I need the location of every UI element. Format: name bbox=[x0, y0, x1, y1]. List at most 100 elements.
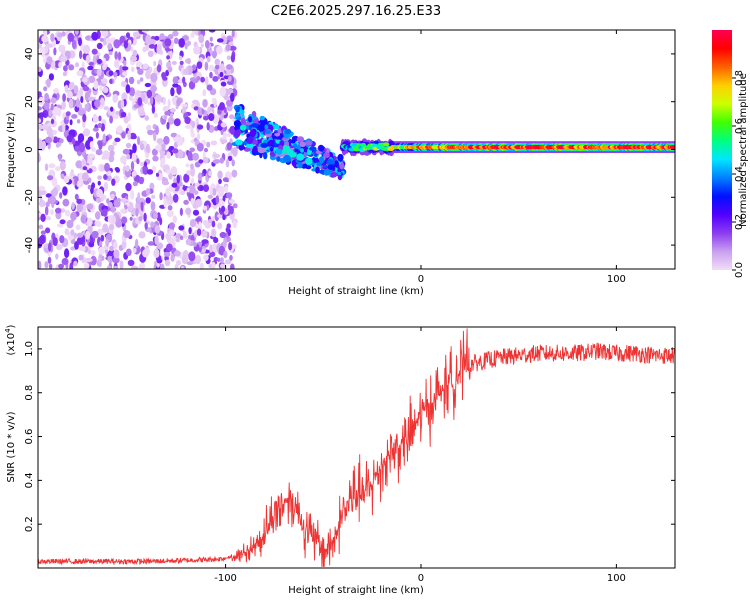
spectrogram-noise-cell bbox=[136, 91, 143, 96]
spectrogram-noise-cell bbox=[116, 197, 121, 203]
spectrogram-noise-cell bbox=[200, 76, 206, 83]
spectrogram-cluster-cell bbox=[253, 118, 259, 125]
spectrogram-cluster-cell bbox=[235, 114, 240, 118]
spectrogram-noise-cell bbox=[225, 158, 230, 168]
spectrogram-noise-cell bbox=[164, 38, 172, 47]
spectrogram-noise-cell bbox=[166, 151, 172, 159]
spectrogram-noise-cell bbox=[120, 80, 127, 88]
spectrogram-noise-cell bbox=[212, 75, 219, 82]
spectrogram-cluster-cell bbox=[319, 156, 325, 164]
spectrogram-noise-cell bbox=[79, 87, 84, 97]
spectrogram-noise-cell bbox=[226, 55, 231, 60]
spectrogram-noise-cell bbox=[91, 48, 98, 55]
spectrogram-noise-cell bbox=[168, 230, 175, 237]
spectrogram-noise-cell bbox=[231, 159, 235, 167]
spectrogram-noise-cell bbox=[85, 230, 91, 240]
spectrogram-noise-cell bbox=[58, 61, 62, 69]
spectrogram-noise-cell bbox=[47, 175, 54, 181]
colorbar: 0.0 0.2 0.4 0.6 0.8 Normalized spectral ampl… bbox=[712, 30, 749, 278]
spectrogram-noise-cell bbox=[79, 142, 85, 153]
spectrogram-noise-cell bbox=[190, 163, 194, 170]
spectrogram-noise-cell bbox=[70, 212, 77, 221]
spectrogram-noise-cell bbox=[61, 31, 66, 37]
spectrogram-noise-cell bbox=[75, 224, 81, 231]
spectrogram-noise-cell bbox=[227, 80, 234, 86]
spectrogram-noise-cell bbox=[167, 205, 173, 211]
spectrogram-noise-cell bbox=[138, 176, 144, 185]
spectrogram-noise-cell bbox=[202, 219, 209, 226]
spectrogram-noise-cell bbox=[199, 185, 204, 191]
spectrogram-cluster-cell bbox=[267, 141, 272, 147]
spectrogram-noise-cell bbox=[217, 170, 223, 180]
colorbar-gradient bbox=[712, 30, 732, 270]
spectrogram-noise-cell bbox=[59, 219, 66, 225]
spectrogram-noise-cell bbox=[127, 259, 135, 267]
spectrogram-noise-cell bbox=[202, 205, 208, 211]
spectrogram-cluster-cell bbox=[304, 157, 313, 165]
spectrogram-noise-cell bbox=[154, 35, 160, 41]
spectrogram-noise-cell bbox=[159, 192, 163, 201]
spectrogram-noise-cell bbox=[38, 224, 44, 230]
spectrogram-noise-cell bbox=[197, 172, 203, 181]
spectrogram-noise-cell bbox=[109, 245, 114, 252]
spectrogram-noise-cell bbox=[166, 210, 174, 218]
spectrogram-noise-cell bbox=[172, 148, 179, 154]
spectrogram-noise-cell bbox=[123, 115, 129, 124]
spectrogram-noise-cell bbox=[196, 61, 203, 69]
spectrogram-noise-cell bbox=[230, 92, 235, 102]
spectrogram-noise-cell bbox=[131, 66, 135, 73]
spectrogram-noise-cell bbox=[178, 225, 185, 231]
spectrogram-noise-cell bbox=[202, 89, 207, 97]
spectrogram-noise-cell bbox=[233, 84, 237, 89]
spectrogram-noise-cell bbox=[47, 256, 52, 264]
spectrogram-noise-cell bbox=[216, 45, 223, 55]
spectrogram-noise-cell bbox=[52, 136, 59, 144]
spectrogram-noise-cell bbox=[180, 235, 184, 241]
spectrogram-noise-cell bbox=[73, 232, 78, 239]
spectrogram-noise-cell bbox=[186, 187, 190, 193]
spectrogram-noise-cell bbox=[141, 30, 150, 33]
spectrogram-noise-cell bbox=[62, 71, 67, 77]
spectrogram-noise-cell bbox=[209, 71, 213, 79]
spectrogram-noise-cell bbox=[89, 141, 94, 149]
spectrogram-noise-cell bbox=[123, 60, 127, 67]
spectrogram-noise-cell bbox=[197, 124, 204, 130]
spectrogram-noise-cell bbox=[154, 225, 161, 234]
spectrogram-noise-cell bbox=[113, 249, 120, 259]
spectrogram-noise-cell bbox=[164, 111, 171, 116]
spectrogram-noise-cell bbox=[145, 70, 151, 80]
spectrogram-noise-cell bbox=[163, 251, 171, 257]
spectrogram-noise-cell bbox=[101, 155, 106, 160]
spectrogram-noise-cell bbox=[69, 119, 73, 126]
spectrogram-noise-cell bbox=[97, 122, 103, 129]
spectrogram-noise-cell bbox=[216, 38, 224, 43]
spectrogram-noise-cell bbox=[200, 43, 204, 48]
spectrogram-noise-cell bbox=[191, 120, 196, 129]
spectrogram-noise-cell bbox=[231, 30, 235, 38]
spectrogram-noise-cell bbox=[231, 169, 238, 178]
spectrogram-noise-cell bbox=[136, 79, 141, 85]
spectrogram-noise-cell bbox=[160, 157, 166, 167]
x-tick-label: 100 bbox=[607, 573, 626, 584]
spectrogram-noise-cell bbox=[137, 136, 140, 146]
spectrogram-noise-cell bbox=[165, 187, 171, 197]
colorbar-ticks: 0.0 0.2 0.4 0.6 0.8 bbox=[732, 70, 745, 278]
spectrogram-noise-cell bbox=[50, 209, 54, 216]
spectrogram-noise-cell bbox=[110, 106, 114, 112]
spectrogram-noise-cell bbox=[225, 192, 233, 199]
spectrogram-noise-cell bbox=[50, 118, 55, 125]
spectrogram-noise-cell bbox=[230, 263, 235, 269]
spectrogram-noise-cell bbox=[155, 144, 162, 151]
spectrogram-noise-cell bbox=[125, 142, 132, 149]
spectrogram-noise-cell bbox=[192, 209, 200, 216]
spectrogram-noise-cell bbox=[45, 201, 50, 208]
spectrogram-noise-cell bbox=[202, 99, 208, 108]
spectrogram-noise-cell bbox=[39, 234, 46, 245]
spectrogram-noise-cell bbox=[59, 192, 63, 199]
spectrogram-noise-cell bbox=[225, 44, 231, 52]
spectrogram-noise-cell bbox=[203, 116, 209, 121]
spectrogram-noise-cell bbox=[183, 173, 190, 183]
spectrogram-noise-cell bbox=[190, 132, 195, 138]
spectrogram-noise-cell bbox=[194, 182, 200, 187]
